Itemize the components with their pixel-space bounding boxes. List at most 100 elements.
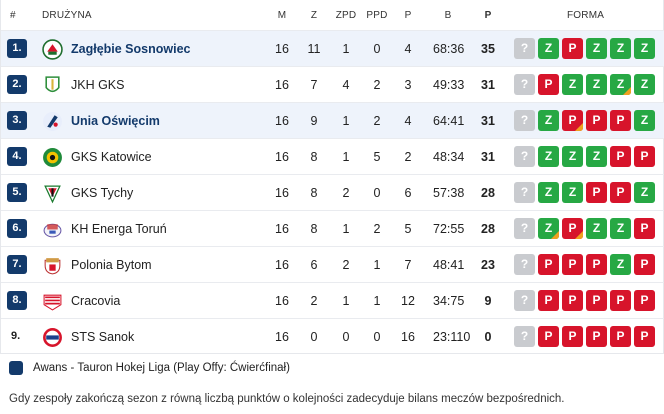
loss-badge[interactable]: P [562, 218, 583, 239]
team-name-link[interactable]: KH Energa Toruń [71, 222, 167, 236]
table-row[interactable]: 8. Cracovia 16 2 1 1 12 34:75 9? P P P P P [1, 282, 664, 318]
loss-badge[interactable]: P [538, 326, 559, 347]
team-name-link[interactable]: Zagłębie Sosnowiec [71, 42, 191, 56]
win-badge[interactable]: Z [586, 38, 607, 59]
header-losses[interactable]: P [404, 10, 412, 21]
table-row[interactable]: 4. GKS Katowice 16 8 1 5 2 48:34 31? Z Z Z P P [1, 138, 664, 174]
table-row[interactable]: 3. Unia Oświęcim 16 9 1 2 4 64:41 31? Z P P P Z [1, 102, 664, 138]
polonia-logo[interactable] [42, 255, 63, 276]
win-badge[interactable]: Z [538, 182, 559, 203]
table-row[interactable]: 1. Zagłębie Sosnowiec 16 11 1 0 4 68:36 35? Z P Z Z Z [1, 30, 664, 66]
next-match-badge[interactable]: ? [514, 254, 535, 275]
win-badge[interactable]: Z [610, 218, 631, 239]
next-match-badge[interactable]: ? [514, 218, 535, 239]
header-team[interactable]: DRUŻYNA [42, 10, 92, 21]
form-result-label: Z [616, 257, 625, 271]
loss-badge[interactable]: P [634, 290, 655, 311]
header-matches[interactable]: M [277, 10, 287, 21]
loss-badge[interactable]: P [610, 110, 631, 131]
win-badge[interactable]: Z [586, 146, 607, 167]
win-badge[interactable]: Z [634, 182, 655, 203]
zaglebie-logo[interactable] [42, 39, 63, 60]
table-row[interactable]: 9. STS Sanok 16 0 0 0 16 23:110 0? P P P P P [1, 318, 664, 354]
loss-badge[interactable]: P [586, 110, 607, 131]
ot-wins-cell: 1 [342, 294, 350, 308]
gks-tychy-logo[interactable] [42, 183, 63, 204]
team-name-link[interactable]: JKH GKS [71, 78, 125, 92]
loss-badge[interactable]: P [634, 218, 655, 239]
unia-logo[interactable] [42, 111, 63, 132]
win-badge[interactable]: Z [538, 218, 559, 239]
sts-sanok-logo[interactable] [42, 327, 63, 348]
loss-badge[interactable]: P [586, 254, 607, 275]
win-badge[interactable]: Z [586, 218, 607, 239]
loss-badge[interactable]: P [538, 74, 559, 95]
loss-badge[interactable]: P [562, 38, 583, 59]
header-goals[interactable]: B [444, 10, 452, 21]
loss-badge[interactable]: P [634, 326, 655, 347]
header-points[interactable]: P [484, 10, 492, 21]
next-match-badge[interactable]: ? [514, 326, 535, 347]
win-badge[interactable]: Z [586, 74, 607, 95]
points-cell: 9 [484, 294, 492, 308]
win-badge[interactable]: Z [538, 146, 559, 167]
team-name-link[interactable]: Cracovia [71, 294, 121, 308]
win-badge[interactable]: Z [610, 38, 631, 59]
matches-cell: 16 [275, 186, 289, 200]
header-wins[interactable]: Z [310, 10, 318, 21]
win-badge[interactable]: Z [634, 110, 655, 131]
table-row[interactable]: 5. GKS Tychy 16 8 2 0 6 57:38 28? Z Z P P Z [1, 174, 664, 210]
wins-cell: 8 [310, 186, 318, 200]
ot-wins-cell: 0 [342, 330, 350, 344]
loss-badge[interactable]: P [538, 290, 559, 311]
next-match-badge[interactable]: ? [514, 38, 535, 59]
table-row[interactable]: 7. Polonia Bytom 16 6 2 1 7 48:41 23? P P P Z P [1, 246, 664, 282]
team-name-link[interactable]: Polonia Bytom [71, 258, 152, 272]
next-match-badge[interactable]: ? [514, 146, 535, 167]
gks-katowice-logo[interactable] [42, 147, 63, 168]
win-badge[interactable]: Z [610, 254, 631, 275]
team-name-link[interactable]: GKS Tychy [71, 186, 134, 200]
loss-badge[interactable]: P [610, 290, 631, 311]
header-ot-wins[interactable]: ZPD [335, 10, 357, 21]
loss-badge[interactable]: P [610, 326, 631, 347]
rank-badge: 7. [7, 255, 27, 274]
loss-badge[interactable]: P [634, 146, 655, 167]
table-row[interactable]: 6. KH Energa Toruń 16 8 1 2 5 72:55 28? Z P Z Z P [1, 210, 664, 246]
loss-badge[interactable]: P [610, 182, 631, 203]
loss-badge[interactable]: P [610, 146, 631, 167]
win-badge[interactable]: Z [634, 74, 655, 95]
loss-badge[interactable]: P [586, 182, 607, 203]
loss-badge[interactable]: P [562, 110, 583, 131]
torun-logo[interactable] [42, 219, 63, 240]
win-badge[interactable]: Z [634, 38, 655, 59]
jkh-logo[interactable] [42, 75, 63, 96]
loss-badge[interactable]: P [586, 326, 607, 347]
loss-badge[interactable]: P [586, 290, 607, 311]
loss-badge[interactable]: P [562, 290, 583, 311]
win-badge[interactable]: Z [562, 182, 583, 203]
header-ot-losses[interactable]: PPD [366, 10, 388, 21]
rank-badge: 4. [7, 147, 27, 166]
ot-wins-cell: 1 [342, 42, 350, 56]
next-match-badge[interactable]: ? [514, 182, 535, 203]
form-result-label: P [592, 329, 601, 343]
team-name-link[interactable]: STS Sanok [71, 330, 135, 344]
win-badge[interactable]: Z [538, 38, 559, 59]
next-match-badge[interactable]: ? [514, 74, 535, 95]
cracovia-logo[interactable] [42, 291, 63, 312]
loss-badge[interactable]: P [562, 254, 583, 275]
next-match-badge[interactable]: ? [514, 290, 535, 311]
loss-badge[interactable]: P [538, 254, 559, 275]
win-badge[interactable]: Z [610, 74, 631, 95]
team-name-link[interactable]: Unia Oświęcim [71, 114, 160, 128]
next-match-badge[interactable]: ? [514, 110, 535, 131]
team-name-link[interactable]: GKS Katowice [71, 150, 152, 164]
loss-badge[interactable]: P [634, 254, 655, 275]
table-row[interactable]: 2. JKH GKS 16 7 4 2 3 49:33 31? P Z Z Z Z [1, 66, 664, 102]
win-badge[interactable]: Z [538, 110, 559, 131]
losses-cell: 3 [404, 78, 412, 92]
win-badge[interactable]: Z [562, 74, 583, 95]
loss-badge[interactable]: P [562, 326, 583, 347]
win-badge[interactable]: Z [562, 146, 583, 167]
